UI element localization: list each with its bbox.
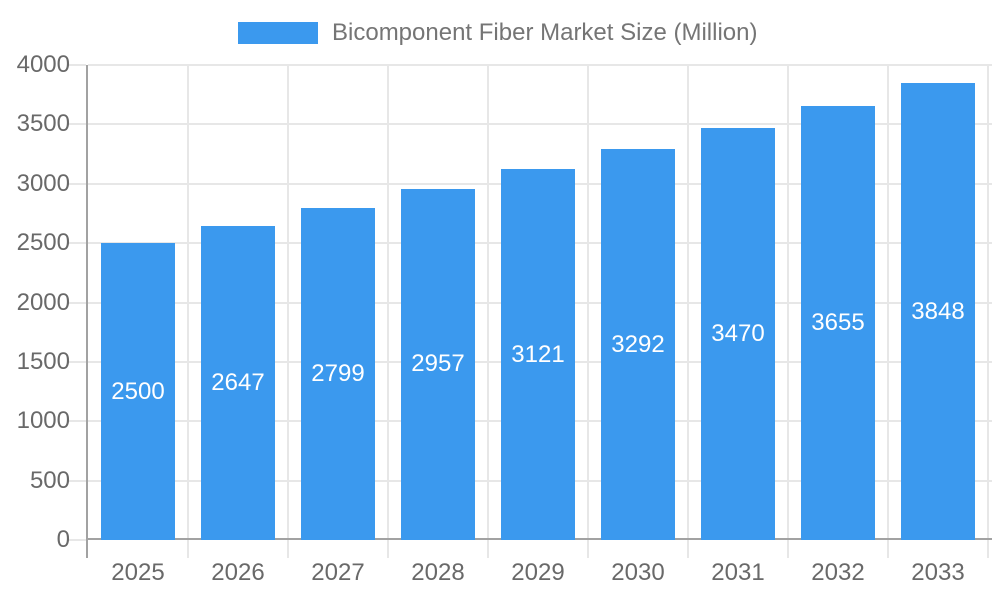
x-axis-tick-label: 2027 — [311, 559, 365, 586]
legend-item[interactable]: Bicomponent Fiber Market Size (Million) — [238, 19, 757, 47]
x-axis-tick-label: 2028 — [411, 559, 465, 586]
y-axis-tick — [68, 64, 86, 66]
bar-2032[interactable] — [801, 105, 875, 540]
y-axis-tick-label: 0 — [56, 526, 70, 553]
y-axis-tick-label: 1000 — [16, 407, 70, 435]
legend-swatch-icon — [238, 22, 318, 44]
y-axis-line — [86, 65, 88, 558]
x-axis-tick-label: 2033 — [911, 559, 965, 586]
y-axis-tick-label: 3000 — [16, 169, 70, 197]
bar-value-label: 3121 — [511, 340, 565, 368]
x-axis-tick — [987, 540, 989, 558]
y-axis-tick — [68, 479, 86, 482]
x-axis-tick — [787, 540, 789, 558]
x-axis-tick — [387, 540, 389, 558]
x-gridline — [787, 65, 789, 540]
bar-2025[interactable] — [101, 243, 175, 540]
bar-value-label: 3848 — [911, 297, 965, 325]
bar-value-label: 3292 — [611, 330, 665, 358]
y-axis-tick-label: 500 — [29, 466, 70, 494]
x-axis-tick-label: 2029 — [511, 559, 565, 586]
x-gridline — [387, 65, 389, 540]
bar-value-label: 2957 — [411, 350, 465, 378]
x-gridline — [987, 65, 989, 540]
x-axis-tick-label: 2031 — [711, 559, 765, 586]
x-axis-tick — [587, 540, 589, 558]
y-axis-tick-label: 2500 — [16, 229, 70, 257]
bar-2033[interactable] — [901, 83, 975, 540]
y-gridline — [88, 123, 992, 126]
x-gridline — [687, 65, 689, 540]
bar-value-label: 2500 — [111, 377, 165, 405]
y-axis-tick-label: 3500 — [16, 110, 70, 138]
y-axis-tick — [68, 242, 86, 245]
y-axis-tick — [68, 301, 86, 304]
bar-2031[interactable] — [701, 127, 775, 540]
x-axis-tick — [187, 540, 189, 558]
bar-2027[interactable] — [301, 207, 375, 540]
y-gridline — [88, 64, 992, 66]
x-gridline — [287, 65, 289, 540]
y-axis-tick-label: 2000 — [16, 288, 70, 316]
x-gridline — [487, 65, 489, 540]
bar-value-label: 2799 — [311, 359, 365, 387]
bar-2028[interactable] — [401, 188, 475, 540]
y-axis-tick — [68, 182, 86, 185]
x-axis-tick — [487, 540, 489, 558]
y-axis-tick — [68, 420, 86, 423]
y-axis-tick — [68, 123, 86, 126]
bar-value-label: 2647 — [211, 368, 265, 396]
x-axis-tick — [287, 540, 289, 558]
x-axis-tick-label: 2026 — [211, 559, 265, 586]
y-axis-tick-label: 4000 — [16, 51, 70, 78]
bar-value-label: 3655 — [811, 308, 865, 336]
y-axis-tick — [68, 360, 86, 363]
bar-2030[interactable] — [601, 149, 675, 540]
x-axis-tick-label: 2025 — [111, 559, 165, 586]
x-gridline — [187, 65, 189, 540]
x-gridline — [887, 65, 889, 540]
bar-2026[interactable] — [201, 225, 275, 540]
x-axis-tick-label: 2032 — [811, 559, 865, 586]
bar-value-label: 3470 — [711, 319, 765, 347]
x-axis-tick — [687, 540, 689, 558]
x-gridline — [587, 65, 589, 540]
y-axis-tick — [68, 539, 86, 541]
x-axis-tick — [887, 540, 889, 558]
y-axis-tick-label: 1500 — [16, 347, 70, 375]
bar-2029[interactable] — [501, 169, 575, 540]
legend-label: Bicomponent Fiber Market Size (Million) — [332, 19, 758, 46]
x-axis-tick-label: 2030 — [611, 559, 665, 586]
